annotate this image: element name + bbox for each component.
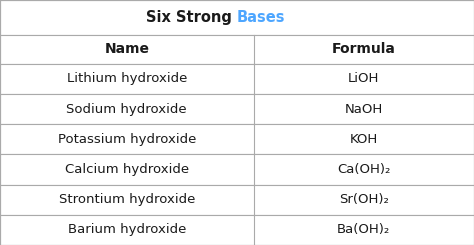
Bar xyxy=(0,64,474,94)
Text: Name: Name xyxy=(104,42,149,56)
Text: KOH: KOH xyxy=(350,133,378,146)
Bar xyxy=(0,35,474,64)
Bar xyxy=(0,0,474,35)
Text: Ba(OH)₂: Ba(OH)₂ xyxy=(337,223,391,236)
Text: Six Strong: Six Strong xyxy=(146,10,237,25)
Text: LiOH: LiOH xyxy=(348,72,380,85)
Text: Potassium hydroxide: Potassium hydroxide xyxy=(58,133,196,146)
Bar xyxy=(0,215,474,245)
Text: Lithium hydroxide: Lithium hydroxide xyxy=(67,72,187,85)
Bar xyxy=(0,154,474,184)
Text: Sr(OH)₂: Sr(OH)₂ xyxy=(339,193,389,206)
Text: NaOH: NaOH xyxy=(345,102,383,116)
Bar xyxy=(0,94,474,124)
Text: Bases: Bases xyxy=(237,10,285,25)
Text: Calcium hydroxide: Calcium hydroxide xyxy=(65,163,189,176)
Text: Sodium hydroxide: Sodium hydroxide xyxy=(66,102,187,116)
Text: Ca(OH)₂: Ca(OH)₂ xyxy=(337,163,391,176)
Text: Formula: Formula xyxy=(332,42,396,56)
Bar xyxy=(0,184,474,215)
Text: Strontium hydroxide: Strontium hydroxide xyxy=(59,193,195,206)
Text: Barium hydroxide: Barium hydroxide xyxy=(68,223,186,236)
Bar xyxy=(0,124,474,154)
